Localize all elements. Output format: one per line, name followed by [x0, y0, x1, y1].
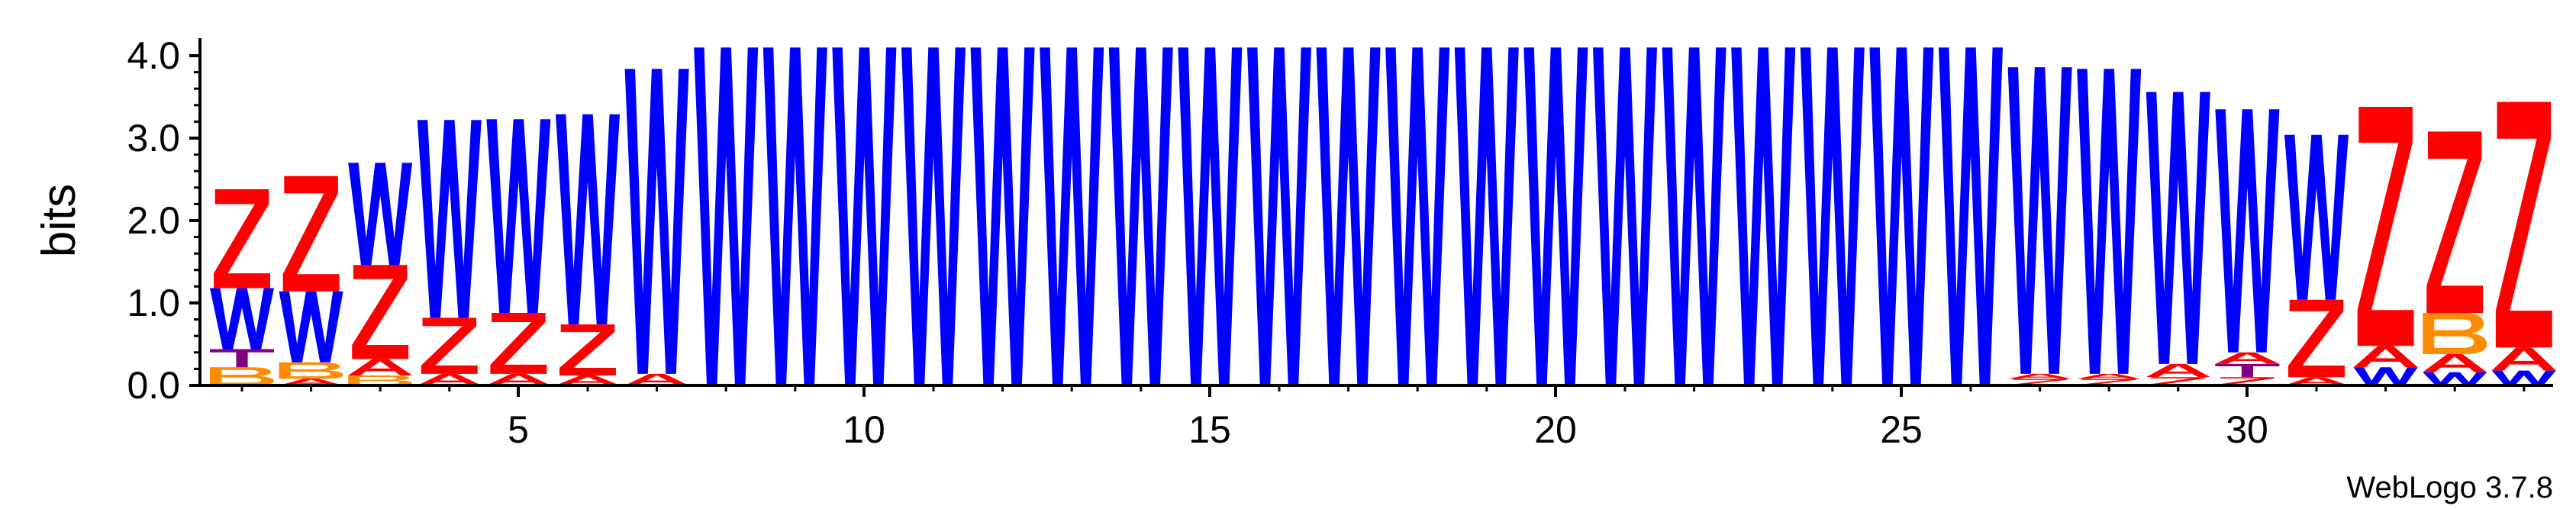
- letter-z-pos-6: [559, 324, 616, 376]
- letter-w-pos-21: [1593, 47, 1657, 385]
- y-tick-label-4: 4.0: [127, 34, 180, 77]
- letter-w-pos-32: [2353, 367, 2418, 385]
- x-tick-label-20: 20: [1534, 408, 1577, 451]
- letter-w-pos-6: [556, 114, 620, 325]
- letter-a-pos-7: [624, 373, 689, 386]
- letter-b-pos-2: [279, 362, 343, 379]
- letter-w-pos-1: [210, 288, 274, 350]
- letter-z-pos-33: [2426, 131, 2484, 313]
- letter-w-pos-3: [348, 163, 413, 266]
- letter-z-pos-31: [2288, 299, 2345, 378]
- y-tick-label-1: 1.0: [127, 282, 180, 324]
- letter-a-pos-34: [2491, 347, 2556, 371]
- letter-w-pos-15: [1178, 47, 1243, 385]
- weblogo-version-label: WebLogo 3.7.8: [2346, 471, 2553, 504]
- letter-z-pos-34: [2495, 101, 2552, 348]
- x-minor-ticks: [240, 385, 2526, 391]
- letter-w-pos-19: [1454, 47, 1519, 385]
- letter-t-pos-1: [210, 349, 274, 368]
- letter-w-pos-9: [762, 47, 827, 385]
- letter-w-pos-33: [2423, 372, 2487, 385]
- letter-b-pos-33: [2423, 313, 2487, 354]
- y-axis-title: bits: [33, 184, 85, 257]
- letter-w-pos-34: [2491, 370, 2556, 386]
- letter-a-pos-32: [2353, 346, 2418, 368]
- y-tick-label-0: 0.0: [127, 364, 180, 407]
- letter-w-pos-27: [2007, 67, 2072, 374]
- letter-w-pos-31: [2284, 134, 2349, 300]
- x-tick-label-15: 15: [1188, 408, 1231, 451]
- letter-w-pos-16: [1247, 47, 1311, 385]
- letter-w-pos-5: [486, 119, 551, 313]
- letter-w-pos-30: [2215, 109, 2280, 353]
- letter-w-pos-18: [1385, 47, 1450, 385]
- letter-w-pos-13: [1040, 47, 1104, 385]
- letter-a-pos-28: [2077, 373, 2142, 379]
- letter-z-pos-1: [214, 189, 270, 288]
- letter-a-pos-27: [2007, 373, 2072, 379]
- y-minor-ticks: [194, 71, 200, 370]
- letter-a-pos-3: [348, 359, 413, 375]
- letter-w-pos-25: [1869, 47, 1934, 385]
- letter-w-pos-26: [1939, 47, 2003, 385]
- y-tick-label-2: 2.0: [127, 199, 180, 242]
- letter-w-pos-14: [1108, 47, 1173, 385]
- letter-w-pos-28: [2077, 69, 2142, 374]
- letter-t-pos-30: [2215, 363, 2280, 378]
- letter-w-pos-7: [624, 69, 689, 374]
- letter-a-pos-5: [486, 373, 551, 386]
- letter-w-pos-10: [832, 47, 897, 385]
- letter-w-pos-8: [694, 47, 759, 385]
- letter-w-pos-12: [970, 47, 1035, 385]
- y-tick-label-3: 3.0: [127, 117, 180, 159]
- letter-z-pos-3: [352, 265, 409, 359]
- x-tick-label-10: 10: [843, 408, 885, 451]
- letter-a-pos-4: [417, 373, 482, 386]
- letter-w-pos-22: [1662, 47, 1726, 385]
- letter-z-pos-4: [421, 317, 478, 374]
- letter-w-pos-17: [1316, 47, 1381, 385]
- letter-w-pos-24: [1800, 47, 1865, 385]
- letter-z-pos-32: [2357, 107, 2414, 346]
- letter-a-pos-33: [2423, 354, 2487, 372]
- x-tick-label-30: 30: [2226, 408, 2268, 451]
- letter-w-pos-23: [1731, 47, 1796, 385]
- x-tick-label-5: 5: [508, 408, 529, 451]
- letter-w-pos-11: [901, 47, 966, 385]
- letter-z-pos-2: [282, 176, 340, 292]
- letter-b-pos-1: [210, 367, 274, 385]
- letter-a-pos-29: [2146, 363, 2210, 378]
- letter-w-pos-2: [279, 291, 343, 362]
- letter-a-pos-30: [2215, 352, 2280, 364]
- letter-w-pos-4: [417, 120, 482, 318]
- letter-z-pos-5: [490, 313, 547, 374]
- letter-w-pos-20: [1523, 47, 1588, 385]
- axes: 0.0 1.0 2.0 3.0 4.0 bits 5 10 15 20 25 3…: [33, 34, 2553, 451]
- x-tick-label-25: 25: [1880, 408, 1923, 451]
- letter-w-pos-29: [2146, 92, 2210, 364]
- logo-stacks: [210, 47, 2556, 386]
